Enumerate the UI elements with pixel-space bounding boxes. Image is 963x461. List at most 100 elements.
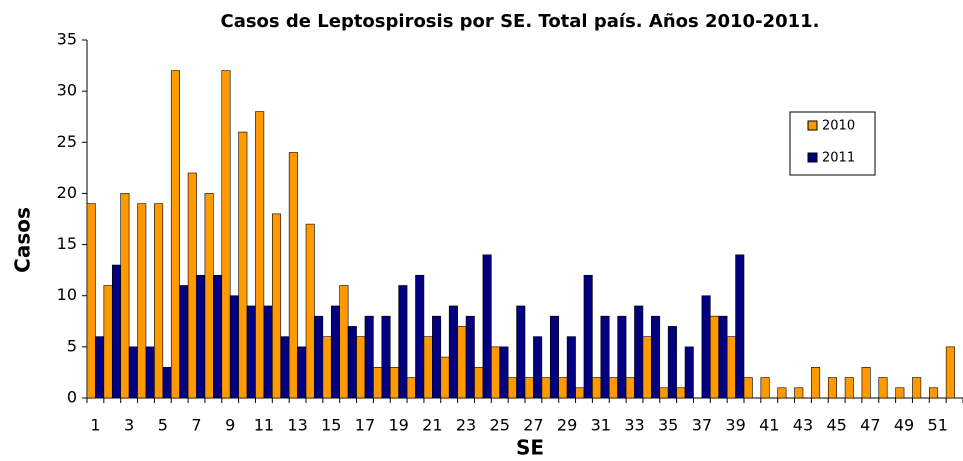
bar — [111, 264, 121, 399]
bar — [120, 193, 130, 399]
bar — [398, 285, 408, 399]
bar — [137, 203, 147, 399]
bar — [945, 346, 955, 399]
bar — [364, 315, 374, 399]
legend-box — [789, 111, 876, 176]
bar — [726, 336, 736, 399]
x-tick-label: 7 — [191, 416, 201, 435]
y-tick-label: 25 — [57, 132, 77, 151]
bar — [811, 367, 821, 399]
bar — [516, 305, 526, 399]
bar — [474, 367, 484, 399]
bar — [154, 203, 164, 399]
bar — [760, 377, 770, 399]
bar — [314, 315, 324, 399]
bar — [297, 346, 307, 399]
x-tick-label: 25 — [490, 416, 510, 435]
x-tick-label: 47 — [860, 416, 880, 435]
x-tick-label: 29 — [557, 416, 577, 435]
bar — [415, 274, 425, 399]
bar — [499, 346, 509, 399]
y-tick-label: 0 — [67, 388, 77, 407]
bar — [246, 305, 256, 399]
bar — [322, 336, 332, 399]
x-tick-label: 17 — [355, 416, 375, 435]
y-tick-label: 10 — [57, 285, 77, 304]
bar — [255, 111, 265, 399]
bar — [238, 131, 248, 399]
bar — [878, 377, 888, 399]
bar — [103, 285, 113, 399]
bar — [634, 305, 644, 399]
bar — [356, 336, 366, 399]
bar — [608, 377, 618, 399]
bar — [440, 356, 450, 399]
bar — [684, 346, 694, 399]
x-tick-label: 5 — [158, 416, 168, 435]
bar — [128, 346, 138, 399]
x-tick-label: 39 — [725, 416, 745, 435]
bar — [179, 285, 189, 399]
legend-label: 2011 — [822, 151, 855, 166]
bar — [229, 295, 239, 399]
legend-swatch — [807, 152, 818, 163]
x-tick-label: 1 — [90, 416, 100, 435]
bar — [330, 305, 340, 399]
bar — [339, 285, 349, 399]
bar — [676, 387, 686, 399]
bar — [347, 326, 357, 399]
bar — [196, 274, 206, 399]
bar — [170, 70, 180, 399]
bar — [482, 254, 492, 399]
bar — [566, 336, 576, 399]
bar — [912, 377, 922, 399]
bar — [710, 315, 720, 399]
y-axis-label: Casos — [11, 207, 35, 273]
bar — [162, 367, 172, 399]
x-tick-label: 37 — [692, 416, 712, 435]
y-tick-label: 5 — [67, 336, 77, 355]
bar — [667, 326, 677, 399]
bar — [549, 315, 559, 399]
bar — [558, 377, 568, 399]
bar — [95, 336, 105, 399]
x-tick-label: 31 — [591, 416, 611, 435]
x-tick-label: 27 — [523, 416, 543, 435]
bar — [204, 193, 214, 399]
bar — [305, 223, 315, 399]
bar — [507, 377, 517, 399]
y-tick-label: 35 — [57, 30, 77, 49]
bar — [423, 336, 433, 399]
x-tick-label: 15 — [321, 416, 341, 435]
bar — [213, 274, 223, 399]
bar — [895, 387, 905, 399]
bar — [651, 315, 661, 399]
x-tick-label: 33 — [624, 416, 644, 435]
y-tick-label: 15 — [57, 234, 77, 253]
bar — [272, 213, 282, 399]
y-tick-label: 30 — [57, 81, 77, 100]
bar — [735, 254, 745, 399]
bar — [263, 305, 273, 399]
bar — [457, 326, 467, 399]
bar — [86, 203, 96, 399]
bar — [280, 336, 290, 399]
bar — [701, 295, 711, 399]
bar — [373, 367, 383, 399]
x-tick-label: 13 — [287, 416, 307, 435]
bar — [592, 377, 602, 399]
bar — [406, 377, 416, 399]
x-tick-label: 21 — [422, 416, 442, 435]
bar — [465, 315, 475, 399]
bar — [827, 377, 837, 399]
bar — [659, 387, 669, 399]
bar — [642, 336, 652, 399]
legend-label: 2010 — [822, 119, 855, 134]
bar — [491, 346, 501, 399]
bar — [575, 387, 585, 399]
bar — [625, 377, 635, 399]
x-tick-label: 41 — [759, 416, 779, 435]
x-tick-label: 35 — [658, 416, 678, 435]
x-tick-label: 51 — [928, 416, 948, 435]
